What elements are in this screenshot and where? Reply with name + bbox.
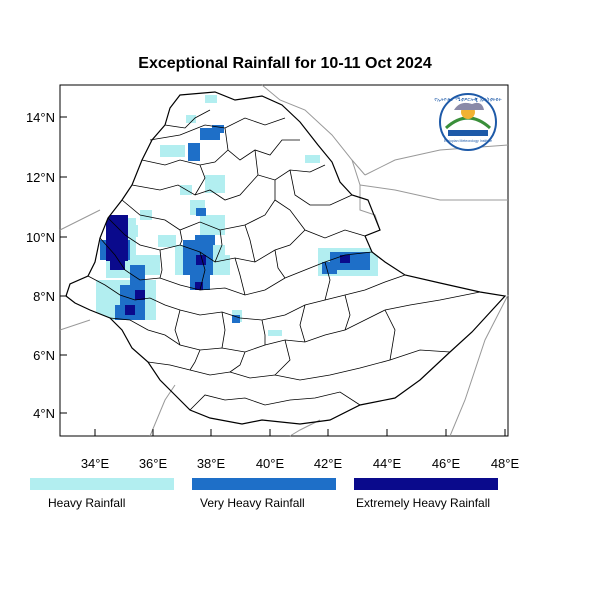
map-title: Exceptional Rainfall for 10-11 Oct 2024: [138, 55, 432, 72]
legend-label-very-heavy: Very Heavy Rainfall: [200, 496, 305, 510]
y-tick-label: 8°N: [33, 289, 55, 304]
rainfall-cell-very-heavy: [212, 125, 224, 133]
y-tick-label: 10°N: [26, 230, 55, 245]
neighbor-borders: [59, 84, 509, 437]
rainfall-cell-very-heavy: [130, 265, 145, 290]
rainfall-cell-extreme: [135, 290, 145, 300]
rainfall-cell-extreme: [110, 258, 125, 270]
rainfall-cell-extreme: [125, 305, 135, 315]
y-tick-label: 12°N: [26, 170, 55, 185]
rainfall-cell-heavy: [268, 330, 282, 336]
x-tick-label: 42°E: [314, 456, 343, 471]
svg-text:የኢትዮጵያ ሜቲዎሮሎጂ ኢንስቲትዩት: የኢትዮጵያ ሜቲዎሮሎጂ ኢንስቲትዩት: [434, 97, 502, 103]
x-tick-label: 36°E: [139, 456, 168, 471]
rainfall-cell-heavy: [215, 255, 230, 275]
y-axis: 14°N 12°N 10°N 8°N 6°N 4°N: [26, 110, 67, 421]
y-tick-label: 4°N: [33, 406, 55, 421]
rainfall-cell-very-heavy: [322, 262, 337, 274]
rainfall-cell-heavy: [160, 145, 185, 157]
rainfall-cell-extreme: [340, 255, 350, 263]
legend-label-heavy: Heavy Rainfall: [48, 496, 126, 510]
legend-label-extreme: Extremely Heavy Rainfall: [356, 496, 491, 510]
rainfall-cell-very-heavy: [232, 315, 240, 323]
rainfall-cells: [96, 95, 378, 336]
rainfall-cell-very-heavy: [188, 143, 200, 161]
legend-swatch-extreme: [354, 478, 498, 490]
rainfall-cell-extreme: [196, 255, 206, 265]
x-axis: 34°E 36°E 38°E 40°E 42°E 44°E 46°E 48°E: [81, 429, 520, 471]
rainfall-cell-heavy: [140, 210, 152, 220]
rainfall-cell-very-heavy: [195, 235, 215, 245]
x-tick-label: 46°E: [432, 456, 461, 471]
rainfall-cell-heavy: [205, 95, 217, 103]
x-tick-label: 44°E: [373, 456, 402, 471]
legend-swatch-very-heavy: [192, 478, 336, 490]
rainfall-cell-heavy: [305, 155, 320, 163]
institute-logo: የኢትዮጵያ ሜቲዎሮሎጂ ኢንስቲትዩት Ethiopian Meteorol…: [434, 93, 502, 151]
rainfall-cell-extreme: [106, 215, 128, 261]
y-tick-label: 14°N: [26, 110, 55, 125]
rainfall-cell-heavy: [186, 115, 196, 123]
x-tick-label: 40°E: [256, 456, 285, 471]
map-frame: [59, 84, 509, 437]
rainfall-cell-heavy: [200, 215, 225, 235]
rainfall-cell-heavy: [158, 235, 176, 247]
region-boundaries: [87, 109, 481, 411]
country-outline: [65, 91, 507, 425]
svg-text:Ethiopian Meteorology Institut: Ethiopian Meteorology Institute: [444, 139, 492, 143]
x-tick-label: 48°E: [491, 456, 520, 471]
x-tick-label: 34°E: [81, 456, 110, 471]
rainfall-cell-extreme: [195, 282, 203, 290]
y-tick-label: 6°N: [33, 348, 55, 363]
rainfall-cell-heavy: [205, 175, 225, 193]
legend-swatch-heavy: [30, 478, 174, 490]
x-tick-label: 38°E: [197, 456, 226, 471]
rainfall-cell-very-heavy: [196, 208, 206, 216]
